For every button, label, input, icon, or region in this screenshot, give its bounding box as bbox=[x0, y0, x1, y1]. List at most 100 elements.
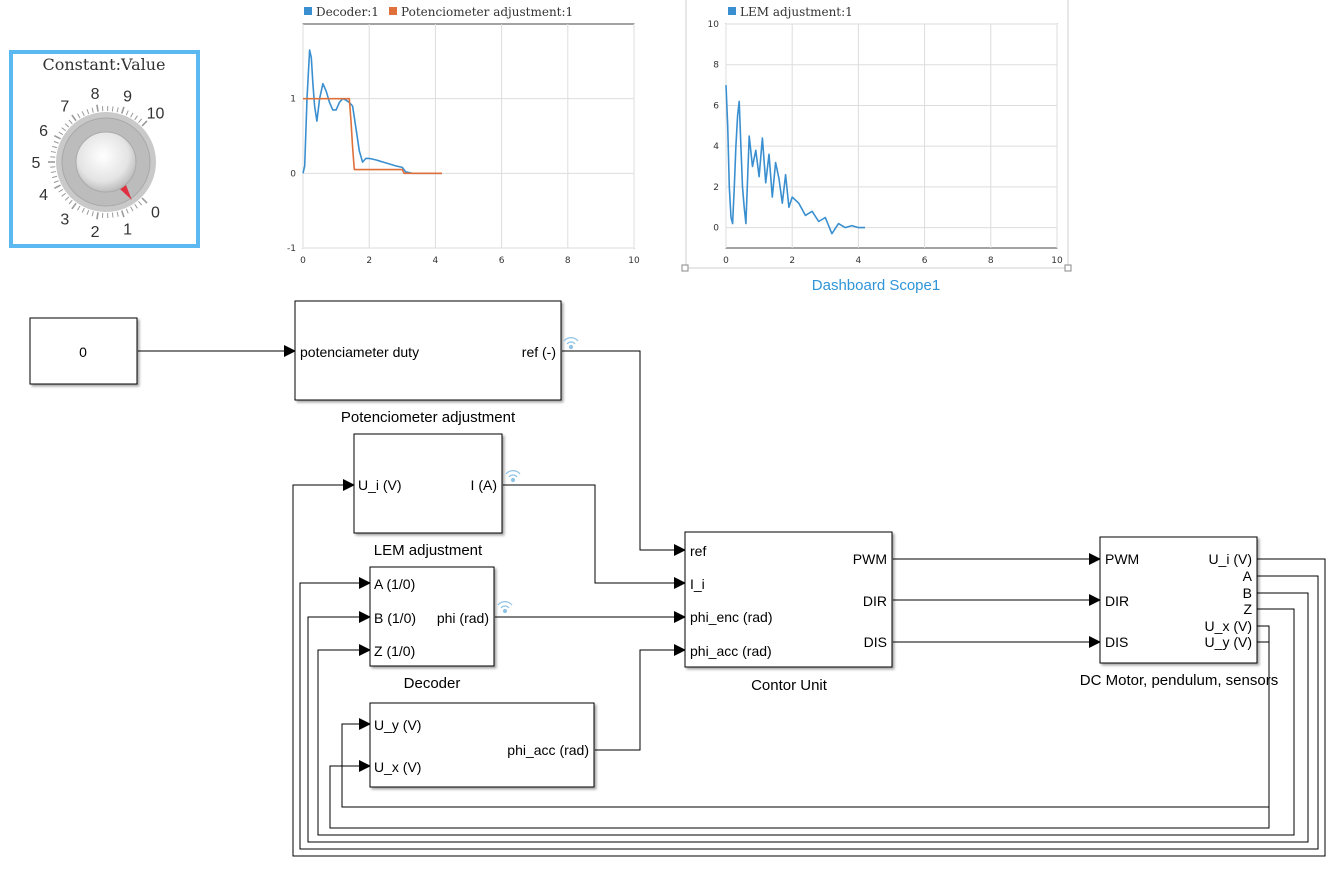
scope2-series bbox=[725, 85, 865, 235]
knob-tick bbox=[77, 205, 81, 211]
wire-feedback-b[interactable] bbox=[307, 592, 1309, 843]
series-line-0 bbox=[725, 85, 865, 235]
y-tick-label: 1 bbox=[290, 95, 296, 105]
knob-cap[interactable] bbox=[75, 131, 137, 193]
scope1-series bbox=[302, 49, 442, 175]
control-out-dis: DIS bbox=[864, 634, 887, 650]
series-line-1 bbox=[303, 97, 442, 175]
knob-tick bbox=[68, 119, 73, 125]
wire-feedback-uy[interactable] bbox=[341, 641, 1270, 808]
legend-pot: Potenciometer adjustment:1 bbox=[401, 5, 573, 19]
constant-block[interactable]: 0 bbox=[29, 317, 138, 385]
control-out-dir: DIR bbox=[863, 593, 887, 609]
dc-motor-block[interactable]: PWM DIR DIS U_i (V) A B Z U_x (V) U_y (V… bbox=[1080, 536, 1278, 689]
x-tick-label: 2 bbox=[366, 256, 372, 266]
knob-dial-label: 1 bbox=[123, 222, 132, 239]
lem-in-port: U_i (V) bbox=[358, 477, 402, 493]
knob-tick bbox=[86, 109, 90, 115]
knob-tick bbox=[96, 104, 99, 112]
knob-dial-label: 9 bbox=[123, 88, 132, 105]
legend-decoder: Decoder:1 bbox=[316, 5, 379, 19]
scope2-legend: LEM adjustment:1 bbox=[728, 5, 853, 19]
wire-feedback-a[interactable] bbox=[299, 575, 1319, 850]
knob-dial-label: 4 bbox=[39, 187, 48, 204]
resize-handle-bl[interactable] bbox=[681, 264, 689, 272]
signal-logging-icon[interactable] bbox=[563, 337, 579, 350]
scope1-grid bbox=[302, 24, 635, 249]
lem-label: LEM adjustment bbox=[374, 542, 483, 559]
knob-tick bbox=[50, 151, 56, 153]
accelerometer-block[interactable]: U_y (V) U_x (V) phi_acc (rad) bbox=[369, 702, 595, 788]
constant-box[interactable] bbox=[29, 317, 138, 385]
motor-out-ux: U_x (V) bbox=[1205, 618, 1252, 634]
knob-tick bbox=[71, 202, 77, 210]
decoder-block[interactable]: A (1/0) B (1/0) Z (1/0) phi (rad) Decode… bbox=[369, 566, 513, 692]
control-box[interactable] bbox=[684, 531, 893, 668]
knob-tick bbox=[130, 112, 134, 118]
knob-tick bbox=[52, 175, 58, 179]
knob-tick bbox=[53, 134, 61, 140]
knob-tick bbox=[134, 203, 138, 209]
motor-box[interactable] bbox=[1099, 536, 1258, 664]
dashboard-scope-1[interactable]: Decoder:1 Potenciometer adjustment:1 0 2 4… bbox=[287, 5, 640, 266]
pot-out-port: ref (-) bbox=[522, 344, 556, 360]
knob-tick bbox=[50, 171, 56, 173]
motor-in-pwm: PWM bbox=[1105, 551, 1139, 567]
wire-feedback-ux[interactable] bbox=[329, 625, 1270, 829]
legend-swatch-decoder bbox=[304, 7, 312, 15]
knob-tick bbox=[64, 196, 70, 201]
signal-logging-icon[interactable] bbox=[505, 470, 521, 483]
pot-adjust-block[interactable]: potenciameter duty ref (-) Potenciometer… bbox=[294, 300, 579, 426]
signal-wires bbox=[138, 345, 1326, 857]
knob-dial-label: 5 bbox=[32, 155, 41, 172]
knob-tick bbox=[81, 111, 85, 117]
control-out-pwm: PWM bbox=[853, 551, 887, 567]
y-tick-label: 8 bbox=[713, 61, 719, 71]
x-tick-label: 8 bbox=[988, 256, 994, 266]
wire-current[interactable] bbox=[503, 484, 686, 589]
knob-tick bbox=[71, 114, 77, 122]
x-tick-label: 8 bbox=[565, 256, 571, 266]
knob-tick bbox=[138, 200, 143, 206]
acc-in-y: U_y (V) bbox=[374, 717, 421, 733]
y-tick-label: 0 bbox=[290, 169, 296, 179]
x-tick-label: 10 bbox=[1051, 256, 1063, 266]
knob-tick bbox=[125, 208, 129, 214]
constant-value: 0 bbox=[79, 344, 87, 360]
motor-out-ui: U_i (V) bbox=[1208, 551, 1252, 567]
lem-adjust-block[interactable]: U_i (V) I (A) LEM adjustment bbox=[353, 433, 521, 559]
control-in-enc: phi_enc (rad) bbox=[690, 609, 773, 625]
knob-tick bbox=[125, 110, 129, 116]
scope2-plot-area bbox=[725, 23, 1058, 249]
resize-handle-br[interactable] bbox=[1064, 264, 1072, 272]
legend-lem: LEM adjustment:1 bbox=[740, 5, 853, 19]
acc-box[interactable] bbox=[369, 702, 595, 788]
wire-feedback-ui[interactable] bbox=[292, 479, 1326, 857]
legend-swatch-lem bbox=[728, 7, 736, 15]
scope2-tick-labels: 0 2 4 6 8 10 0 2 4 6 8 10 bbox=[708, 20, 1063, 266]
control-label: Contor Unit bbox=[751, 677, 828, 694]
control-unit-block[interactable]: ref I_i phi_enc (rad) phi_acc (rad) PWM … bbox=[684, 531, 893, 694]
knob-widget[interactable]: Constant:Value 0 1 2 34 5 67 8 9 10 bbox=[9, 50, 200, 248]
x-tick-label: 4 bbox=[433, 256, 439, 266]
knob-tick bbox=[77, 113, 81, 119]
lem-box[interactable] bbox=[353, 433, 503, 534]
knob-tick bbox=[58, 188, 64, 193]
motor-in-dis: DIS bbox=[1105, 634, 1128, 650]
knob-tick bbox=[130, 206, 134, 212]
knob-tick bbox=[53, 140, 59, 144]
decoder-in-b: B (1/0) bbox=[374, 610, 416, 626]
knob-tick bbox=[53, 184, 61, 190]
knob-dial-label: 6 bbox=[39, 123, 48, 140]
wire-ref[interactable] bbox=[562, 350, 686, 556]
knob-tick bbox=[52, 145, 58, 149]
dashboard-scope-2[interactable]: LEM adjustment:1 0 2 4 6 8 10 0 2 4 6 8 10 Dashboar… bbox=[681, 0, 1072, 294]
wire-phi-acc[interactable] bbox=[595, 644, 686, 751]
decoder-box[interactable] bbox=[369, 566, 495, 667]
pot-box[interactable] bbox=[294, 300, 562, 401]
knob-tick bbox=[141, 197, 148, 204]
scope2-caption[interactable]: Dashboard Scope1 bbox=[812, 277, 940, 294]
knob-dial-label: 7 bbox=[60, 98, 69, 115]
wire-feedback-z[interactable] bbox=[317, 608, 1295, 836]
signal-logging-icon[interactable] bbox=[497, 601, 513, 614]
